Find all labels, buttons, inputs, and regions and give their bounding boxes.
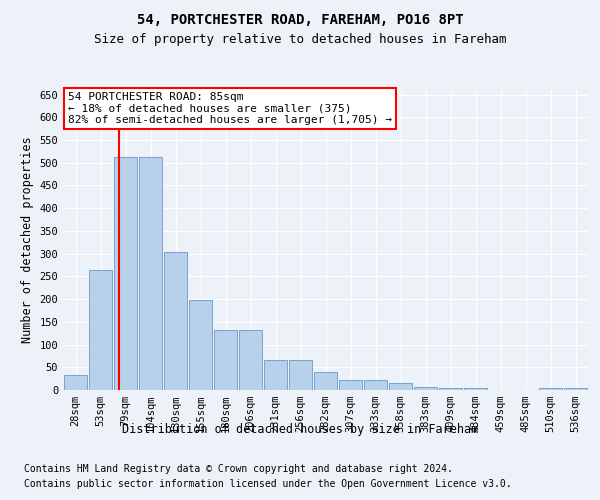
Bar — [339, 380, 362, 390]
Bar — [314, 372, 337, 390]
Bar — [364, 380, 387, 390]
Bar — [414, 387, 437, 390]
Text: Contains public sector information licensed under the Open Government Licence v3: Contains public sector information licen… — [24, 479, 512, 489]
Bar — [64, 376, 87, 390]
Bar — [114, 158, 137, 390]
Bar — [189, 300, 212, 390]
Bar — [539, 388, 562, 390]
Bar — [464, 388, 487, 390]
Text: Distribution of detached houses by size in Fareham: Distribution of detached houses by size … — [122, 422, 478, 436]
Bar — [239, 330, 262, 390]
Bar — [264, 360, 287, 390]
Bar — [389, 383, 412, 390]
Bar — [214, 330, 237, 390]
Text: Size of property relative to detached houses in Fareham: Size of property relative to detached ho… — [94, 32, 506, 46]
Y-axis label: Number of detached properties: Number of detached properties — [21, 136, 34, 344]
Text: Contains HM Land Registry data © Crown copyright and database right 2024.: Contains HM Land Registry data © Crown c… — [24, 464, 453, 474]
Bar — [164, 252, 187, 390]
Bar — [89, 270, 112, 390]
Bar — [564, 388, 587, 390]
Bar — [139, 158, 162, 390]
Text: 54, PORTCHESTER ROAD, FAREHAM, PO16 8PT: 54, PORTCHESTER ROAD, FAREHAM, PO16 8PT — [137, 12, 463, 26]
Text: 54 PORTCHESTER ROAD: 85sqm
← 18% of detached houses are smaller (375)
82% of sem: 54 PORTCHESTER ROAD: 85sqm ← 18% of deta… — [68, 92, 392, 124]
Bar — [439, 388, 462, 390]
Bar — [289, 360, 312, 390]
